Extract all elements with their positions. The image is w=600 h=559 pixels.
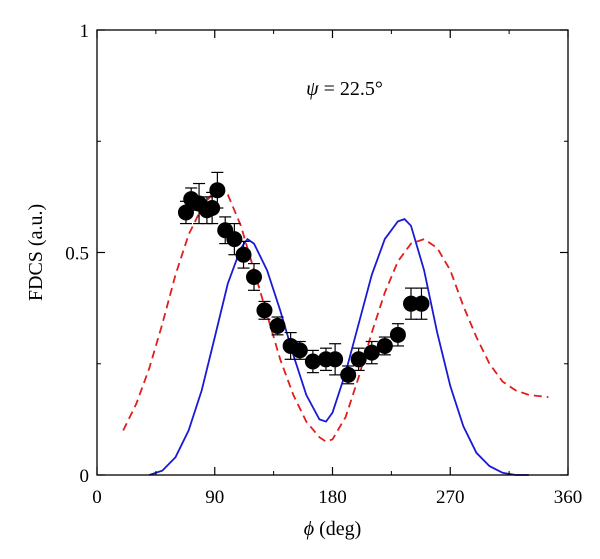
data-point xyxy=(327,351,344,368)
data-point xyxy=(256,302,273,319)
data-point xyxy=(177,204,194,221)
x-axis-symbol: ϕ xyxy=(304,518,314,540)
theory-curve-solid xyxy=(149,218,529,476)
data-point xyxy=(226,231,243,248)
x-tick-label: 0 xyxy=(92,487,102,508)
y-axis-label: FDCS (a.u.) xyxy=(25,204,47,301)
psi-value: = 22.5° xyxy=(319,78,383,100)
data-point xyxy=(246,268,262,285)
tick-labels: 0 90 180 270 360 0 0.5 1 xyxy=(65,21,582,508)
data-point xyxy=(389,326,406,343)
y-tick-label: 1 xyxy=(80,21,90,42)
data-point xyxy=(235,246,252,263)
data-point xyxy=(304,353,321,370)
x-tick-label: 180 xyxy=(318,487,347,508)
data-point xyxy=(204,200,221,216)
data-point xyxy=(376,337,393,354)
x-axis-unit: (deg) xyxy=(314,518,361,540)
theory-curve-dashed xyxy=(122,189,549,443)
theory-curves xyxy=(122,189,549,476)
x-tick-label: 360 xyxy=(554,487,583,508)
x-axis-label: ϕ (deg) xyxy=(304,518,362,540)
data-point xyxy=(209,182,226,199)
data-point xyxy=(350,351,367,368)
experiment-points xyxy=(177,182,430,383)
data-point xyxy=(363,344,380,361)
data-point xyxy=(291,342,308,359)
psi-annotation: ψ = 22.5° xyxy=(306,78,383,100)
data-point xyxy=(269,317,286,334)
y-tick-label: 0 xyxy=(80,466,90,487)
axis-ticks xyxy=(96,29,569,476)
data-point xyxy=(340,366,357,383)
x-tick-label: 270 xyxy=(436,487,465,508)
psi-symbol: ψ xyxy=(306,78,319,100)
x-tick-label: 90 xyxy=(205,487,224,508)
data-point xyxy=(413,295,430,312)
y-tick-label: 0.5 xyxy=(65,244,89,265)
